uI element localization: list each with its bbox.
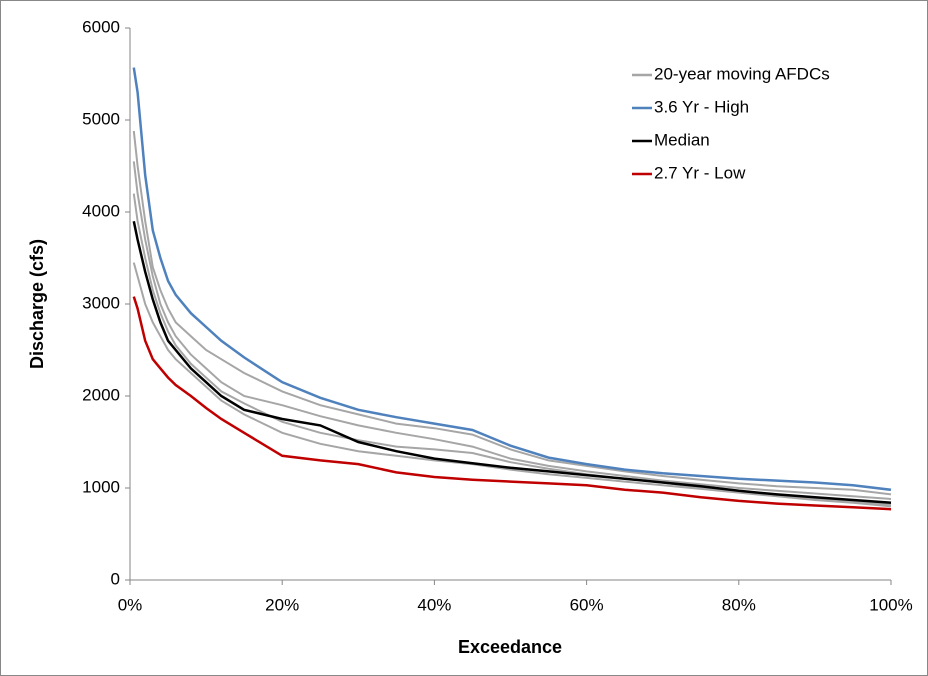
legend-label: Median xyxy=(654,130,710,149)
x-tick-label: 60% xyxy=(570,595,604,614)
y-tick-label: 0 xyxy=(111,569,120,588)
y-tick-label: 1000 xyxy=(82,477,120,496)
x-tick-label: 80% xyxy=(722,595,756,614)
y-tick-label: 6000 xyxy=(82,17,120,36)
x-axis-label: Exceedance xyxy=(458,637,562,657)
afdc-line xyxy=(132,161,892,500)
y-tick-label: 5000 xyxy=(82,109,120,128)
series-line xyxy=(132,296,892,511)
x-tick-label: 40% xyxy=(417,595,451,614)
afdc-line xyxy=(132,193,892,506)
legend-label: 20-year moving AFDCs xyxy=(654,64,830,83)
afdc-line xyxy=(132,130,892,496)
y-tick-label: 4000 xyxy=(82,201,120,220)
series-line xyxy=(132,220,892,504)
legend-label: 2.7 Yr - Low xyxy=(654,163,746,182)
x-tick-label: 20% xyxy=(265,595,299,614)
legend-label: 3.6 Yr - High xyxy=(654,97,749,116)
x-tick-label: 0% xyxy=(118,595,143,614)
y-axis-label: Discharge (cfs) xyxy=(27,239,47,369)
y-tick-label: 2000 xyxy=(82,385,120,404)
y-tick-label: 3000 xyxy=(82,293,120,312)
series-line xyxy=(132,67,892,492)
x-tick-label: 100% xyxy=(869,595,912,614)
